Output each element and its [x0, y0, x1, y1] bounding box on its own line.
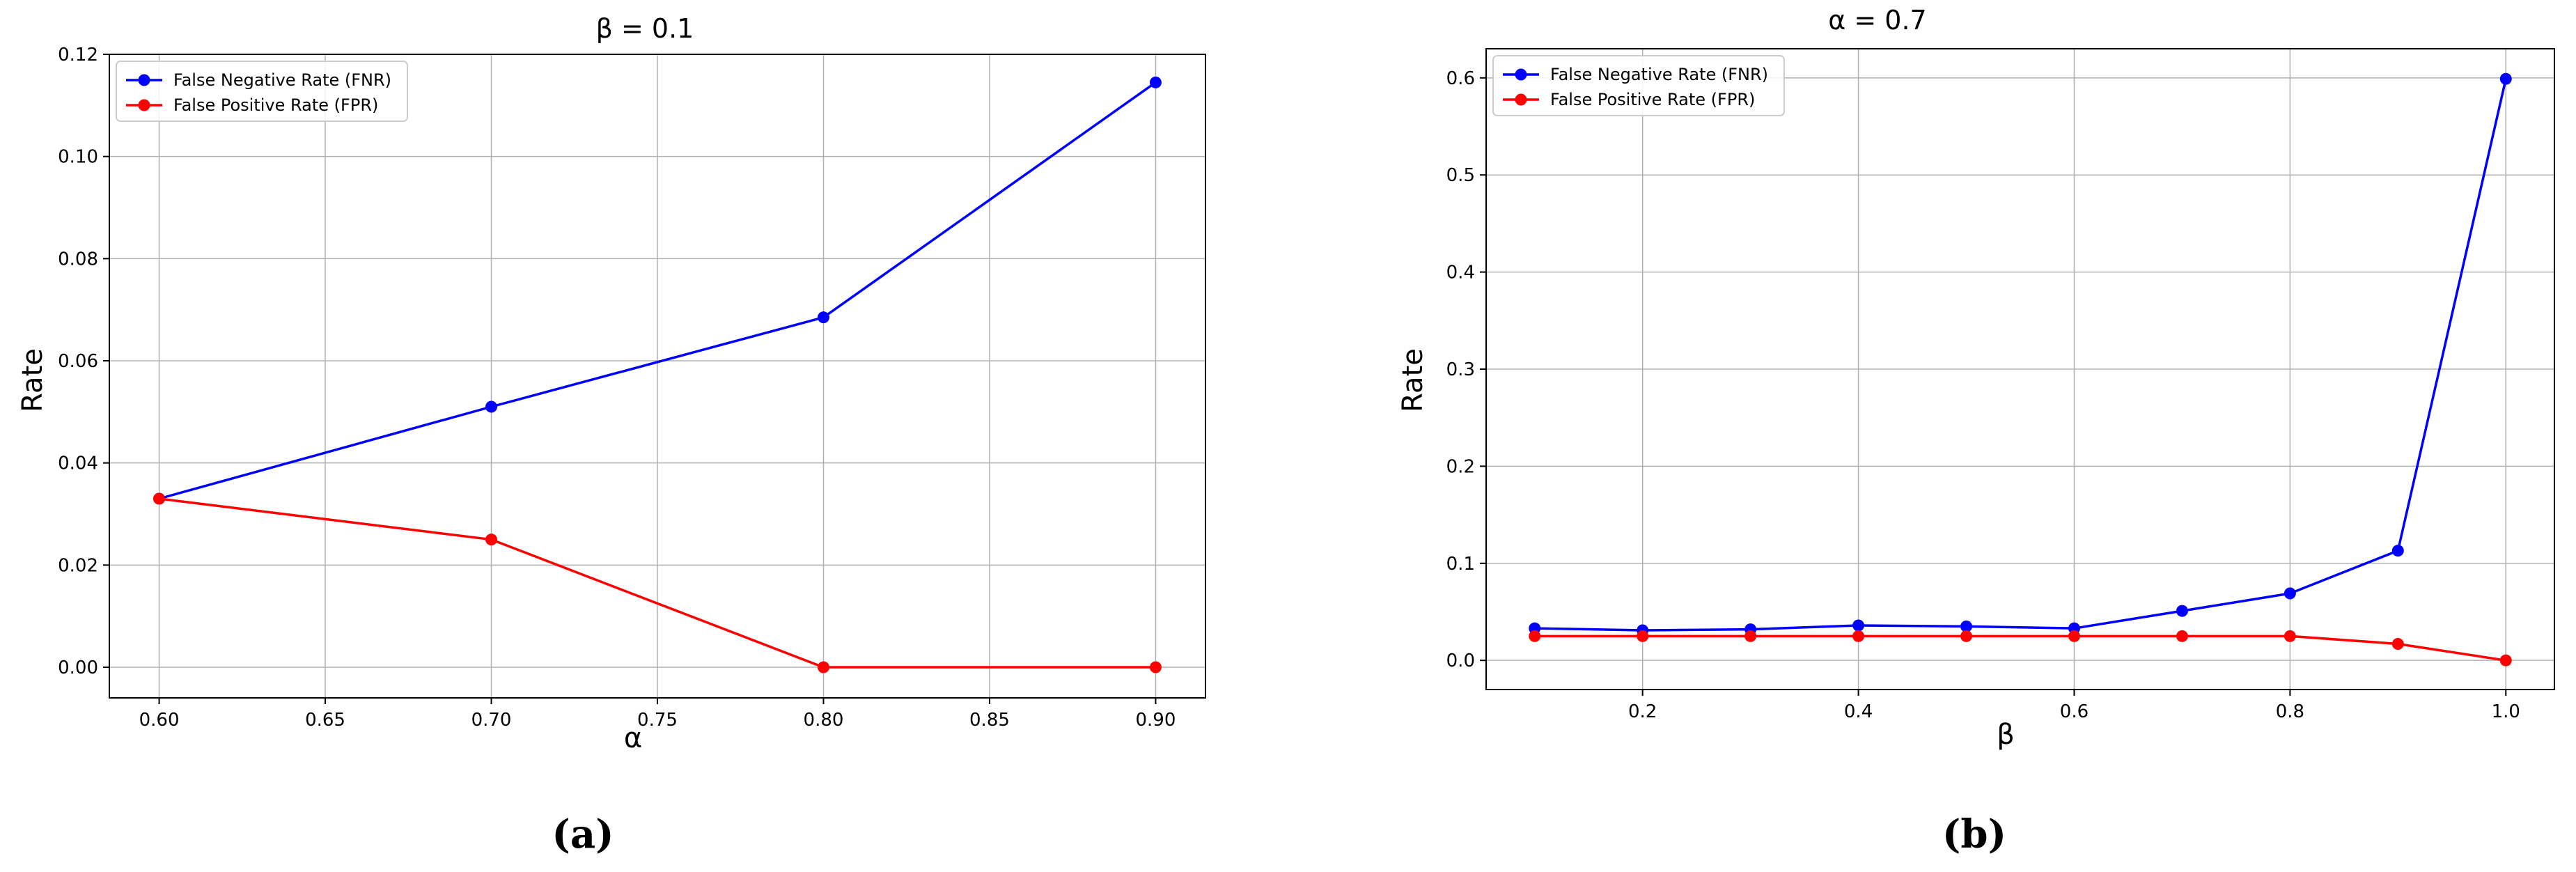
- data-point: [1637, 630, 1649, 642]
- data-point: [2176, 630, 2188, 642]
- legend-label: False Positive Rate (FPR): [1550, 90, 1755, 109]
- data-point: [1529, 630, 1541, 642]
- y-axis-label: Rate: [1397, 348, 1429, 412]
- data-point: [2176, 605, 2188, 617]
- data-point: [2391, 545, 2404, 557]
- y-tick-label: 0.02: [58, 555, 98, 576]
- data-point: [1149, 76, 1162, 88]
- x-tick-label: 1.0: [2492, 701, 2520, 722]
- panel-caption: (a): [552, 811, 614, 857]
- x-tick-label: 0.90: [1136, 710, 1176, 731]
- y-tick-label: 0.2: [1446, 456, 1475, 477]
- y-tick-label: 0.08: [58, 249, 98, 270]
- data-point: [2284, 630, 2296, 642]
- series-line: [159, 81, 1157, 500]
- data-point: [2499, 654, 2512, 667]
- data-point: [1960, 630, 1973, 642]
- series-line: [1534, 634, 2506, 662]
- y-tick-label: 0.04: [58, 453, 98, 474]
- x-axis-label: β: [1997, 719, 2015, 751]
- y-tick-label: 0.0: [1446, 651, 1475, 671]
- legend-label: False Positive Rate (FPR): [173, 95, 378, 115]
- y-tick-label: 0.00: [58, 657, 98, 678]
- data-point: [1744, 630, 1757, 642]
- x-axis-label: α: [624, 722, 642, 754]
- series-line: [1534, 78, 2507, 632]
- x-tick-label: 0.85: [969, 710, 1010, 731]
- panel-caption: (b): [1942, 811, 2006, 857]
- data-point: [1852, 619, 1865, 632]
- data-point: [1960, 620, 1973, 632]
- legend-marker: [138, 99, 150, 111]
- x-tick-label: 0.6: [2060, 701, 2089, 722]
- legend-box: [116, 61, 408, 122]
- chart-title: α = 0.7: [1828, 5, 1926, 36]
- x-tick-label: 0.70: [471, 710, 512, 731]
- data-point: [2391, 637, 2404, 650]
- data-point: [1852, 630, 1865, 642]
- chart-title: β = 0.1: [596, 13, 694, 44]
- series-line: [159, 497, 1156, 669]
- y-tick-label: 0.10: [58, 147, 98, 168]
- x-tick-label: 0.8: [2276, 701, 2304, 722]
- legend-marker: [138, 74, 150, 86]
- legend-label: False Negative Rate (FNR): [173, 70, 391, 90]
- y-tick-label: 0.1: [1446, 554, 1475, 575]
- chart-panel-a: β = 0.1 Rate α (a) 0.60 0.65 0.70 0.75 0.80 0…: [17, 13, 1206, 857]
- data-point: [2499, 72, 2512, 85]
- y-axis-label: Rate: [17, 348, 49, 412]
- data-point: [2284, 587, 2296, 600]
- legend-marker: [1515, 68, 1527, 81]
- data-point: [1149, 661, 1162, 674]
- y-tick-label: 0.5: [1446, 165, 1475, 186]
- x-tick-label: 0.4: [1844, 701, 1873, 722]
- data-point: [817, 311, 829, 324]
- data-point: [153, 492, 166, 505]
- y-tick-label: 0.4: [1446, 263, 1475, 283]
- y-tick-label: 0.3: [1446, 359, 1475, 380]
- x-tick-label: 0.65: [305, 710, 345, 731]
- y-tick-label: 0.06: [58, 351, 98, 372]
- x-tick-label: 0.75: [637, 710, 678, 731]
- y-tick-label: 0.12: [58, 45, 98, 65]
- y-tick-label: 0.6: [1446, 68, 1475, 89]
- plot-frame: [109, 54, 1206, 699]
- data-point: [485, 534, 498, 546]
- data-point: [485, 400, 498, 413]
- chart-panel-b: α = 0.7 Rate β (b) 0.2 0.4 0.6 0.8 1.0 0.0 0.1…: [1397, 5, 2555, 857]
- legend-label: False Negative Rate (FNR): [1550, 65, 1768, 84]
- data-point: [817, 661, 829, 674]
- x-tick-label: 0.60: [139, 710, 180, 731]
- plot-frame: [1485, 48, 2555, 690]
- legend-marker: [1515, 93, 1527, 106]
- legend-box: [1492, 55, 1785, 116]
- data-point: [2068, 630, 2080, 642]
- x-tick-label: 0.80: [804, 710, 844, 731]
- x-tick-label: 0.2: [1628, 701, 1657, 722]
